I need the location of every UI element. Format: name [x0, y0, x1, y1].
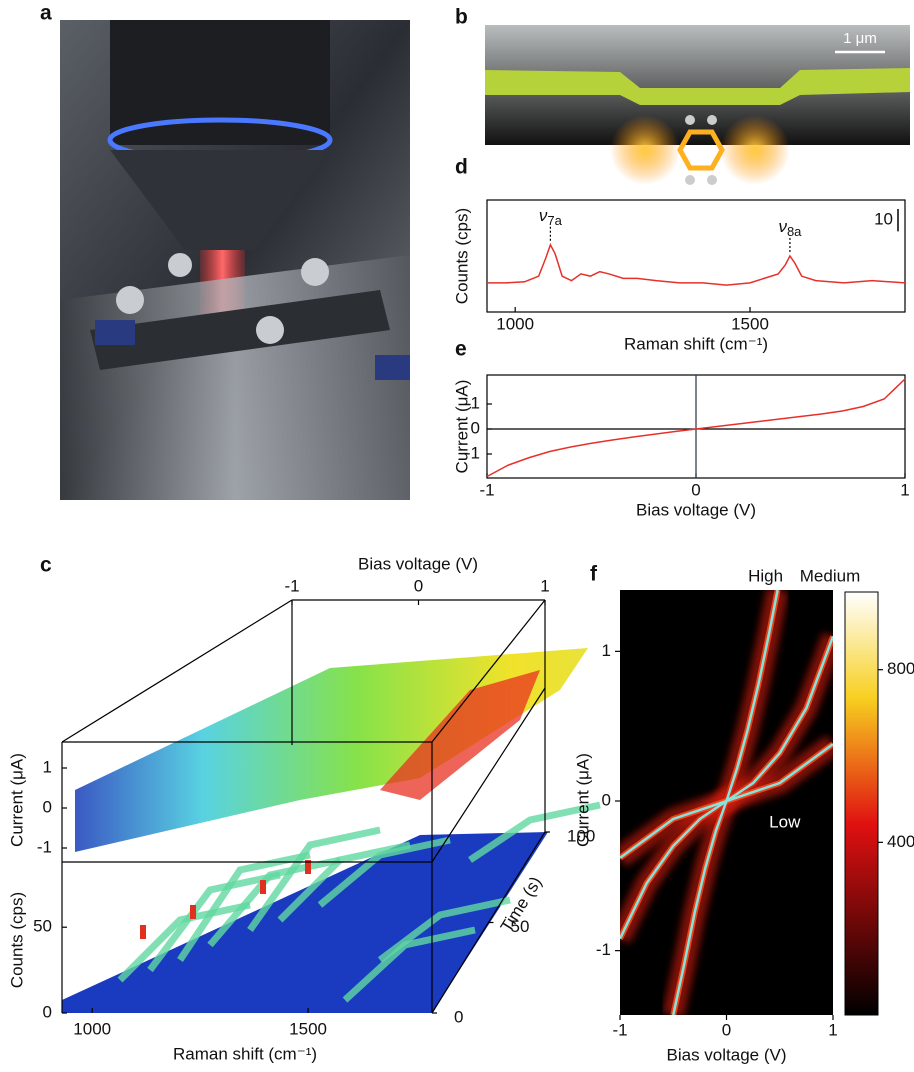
counts-ridge	[377, 896, 511, 963]
panel-label: a	[40, 2, 52, 25]
annotation-symbol: ν	[539, 206, 548, 225]
colorbar-tick-label: 800	[887, 659, 914, 678]
plot-frame	[486, 199, 906, 313]
annotation: ν8a	[778, 217, 802, 239]
counts-base	[62, 832, 548, 1013]
heatmap-clip	[620, 590, 833, 1015]
scale-bar-label: 10	[874, 210, 893, 229]
x-tick-label: -1	[479, 480, 494, 499]
top-x-axis-label: Bias voltage (V)	[358, 554, 478, 573]
x-tick-label: 1500	[289, 1019, 327, 1038]
z-tick-label: 1	[43, 757, 52, 776]
photo-a	[60, 20, 410, 500]
y-tick-label: -1	[465, 443, 480, 462]
counts-ridge	[468, 801, 601, 863]
box-edge	[61, 599, 293, 743]
colorbar	[844, 591, 879, 1016]
illustration-b: 1 μm	[485, 25, 910, 185]
box-edge	[431, 687, 546, 863]
z-tick-label: 0	[43, 797, 52, 816]
data-line	[486, 378, 906, 478]
x-tick-label: 0	[691, 480, 700, 499]
y-tick-label: -1	[596, 940, 611, 959]
counts-peak	[305, 860, 311, 874]
top-x-tick-label: -1	[284, 576, 299, 595]
depth-tick-label: 50	[511, 917, 530, 936]
panel-label: f	[590, 563, 598, 586]
x-tick-label: 1500	[731, 314, 769, 333]
fit-curve	[620, 743, 833, 859]
curve-label: High	[748, 566, 783, 585]
y-tick-label: 50	[33, 917, 52, 936]
counts-peak	[140, 925, 146, 939]
x-tick-label: 1	[900, 480, 909, 499]
counts-peak	[260, 880, 266, 894]
x-axis-label: Raman shift (cm⁻¹)	[173, 1044, 317, 1063]
depth-tick-label: 100	[567, 826, 595, 845]
counts-ridge	[247, 826, 381, 933]
current-surface	[75, 648, 588, 852]
y-axis-label: Current (μA)	[573, 753, 592, 847]
x-tick-label: -1	[612, 1020, 627, 1039]
x-axis-label: Bias voltage (V)	[636, 500, 756, 519]
data-line	[487, 242, 906, 286]
z-axis-label: Current (μA)	[7, 753, 26, 847]
y-axis-label: Counts (cps)	[452, 208, 471, 304]
y-tick-label: 0	[43, 1002, 52, 1021]
y-tick-label: 1	[471, 393, 480, 412]
x-axis-label: Bias voltage (V)	[667, 1045, 787, 1064]
x-tick-label: 0	[722, 1020, 731, 1039]
colorbar-tick-label: 400	[887, 832, 914, 851]
x-tick-label: 1	[828, 1020, 837, 1039]
y-tick-label: 0	[471, 418, 480, 437]
y-axis-label: Counts (cps)	[7, 892, 26, 988]
top-x-tick-label: 1	[540, 576, 549, 595]
y-tick-label: 0	[602, 790, 611, 809]
x-tick-label: 1000	[496, 314, 534, 333]
counts-ridge	[147, 871, 281, 973]
current-surface-red	[380, 670, 540, 800]
panel-label: e	[455, 338, 467, 361]
annotation-subscript: 8a	[787, 224, 802, 239]
curve-label: Medium	[800, 566, 860, 585]
counts-ridge	[207, 856, 341, 948]
panel-label: d	[455, 156, 468, 179]
counts-peak	[190, 905, 196, 919]
panel-label: c	[40, 554, 52, 577]
panel-label: b	[455, 6, 468, 29]
annotation-symbol: ν	[778, 217, 787, 236]
y-tick-label: 1	[602, 641, 611, 660]
annotation-subscript: 7a	[547, 213, 562, 228]
z-tick-label: -1	[37, 837, 52, 856]
depth-tick-label: 0	[454, 1007, 463, 1026]
curve-label: Low	[769, 813, 801, 832]
top-x-tick-label: 0	[414, 576, 423, 595]
y-axis-label: Current (μA)	[452, 380, 471, 474]
annotation: ν7a	[539, 206, 563, 228]
counts-ridge	[177, 851, 311, 962]
counts-ridge	[117, 901, 251, 983]
box-edge	[431, 599, 546, 743]
counts-ridge	[317, 836, 451, 908]
scale-bar-label: 1 μm	[843, 30, 877, 47]
x-tick-label: 1000	[73, 1019, 111, 1038]
x-axis-label: Raman shift (cm⁻¹)	[624, 334, 768, 353]
